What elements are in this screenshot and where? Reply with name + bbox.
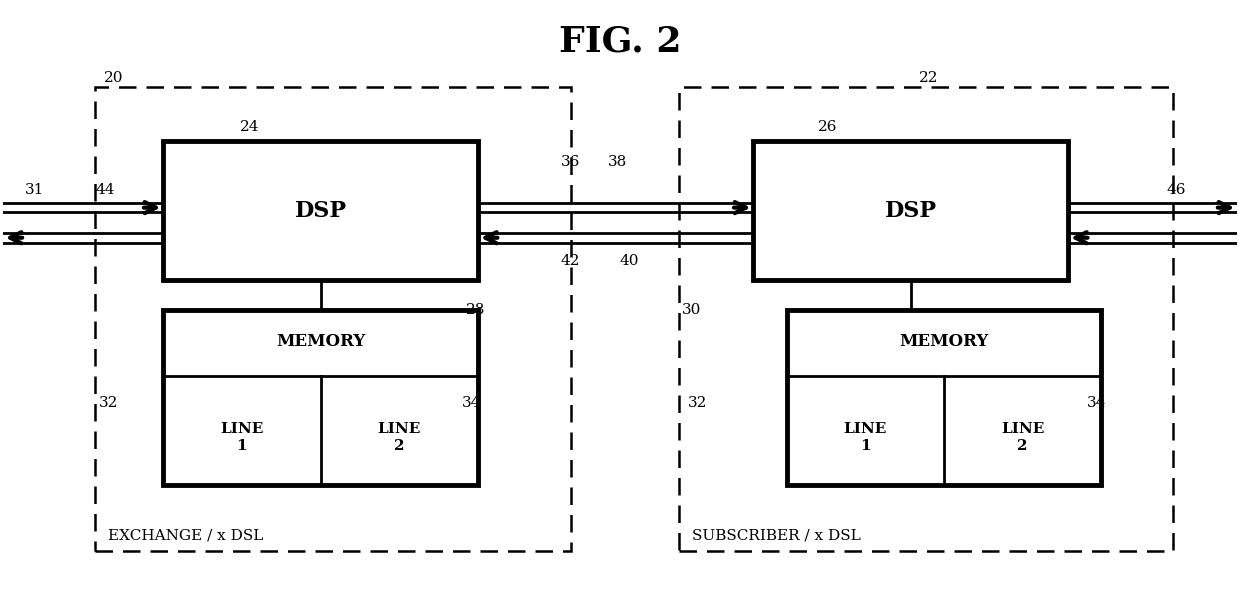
Bar <box>786 310 1101 485</box>
Text: LINE
1: LINE 1 <box>221 423 264 453</box>
Text: 34: 34 <box>463 396 481 410</box>
Text: 34: 34 <box>1086 396 1106 410</box>
Bar <box>164 310 479 485</box>
Text: 42: 42 <box>560 254 580 268</box>
Text: 28: 28 <box>466 303 485 317</box>
Text: LINE
2: LINE 2 <box>378 423 422 453</box>
Text: 22: 22 <box>919 71 939 85</box>
Text: LINE
1: LINE 1 <box>843 423 887 453</box>
Bar <box>754 141 1068 280</box>
Text: 20: 20 <box>104 71 124 85</box>
Text: LINE
2: LINE 2 <box>1001 423 1044 453</box>
Text: MEMORY: MEMORY <box>277 333 366 350</box>
Bar <box>95 87 570 551</box>
Text: EXCHANGE / x DSL: EXCHANGE / x DSL <box>108 529 263 543</box>
Text: DSP: DSP <box>884 199 936 222</box>
Bar <box>164 141 479 280</box>
Text: 44: 44 <box>95 182 115 196</box>
Text: 32: 32 <box>99 396 119 410</box>
Text: 32: 32 <box>688 396 707 410</box>
Text: 24: 24 <box>239 120 259 134</box>
Text: SUBSCRIBER / x DSL: SUBSCRIBER / x DSL <box>692 529 861 543</box>
Text: MEMORY: MEMORY <box>899 333 988 350</box>
Text: 40: 40 <box>620 254 640 268</box>
Text: 46: 46 <box>1167 182 1187 196</box>
Text: 30: 30 <box>682 303 701 317</box>
Text: 38: 38 <box>608 156 627 170</box>
Bar <box>680 87 1173 551</box>
Text: 36: 36 <box>560 156 580 170</box>
Text: 31: 31 <box>25 182 45 196</box>
Text: FIG. 2: FIG. 2 <box>559 25 681 59</box>
Text: 26: 26 <box>817 120 837 134</box>
Text: DSP: DSP <box>295 199 347 222</box>
